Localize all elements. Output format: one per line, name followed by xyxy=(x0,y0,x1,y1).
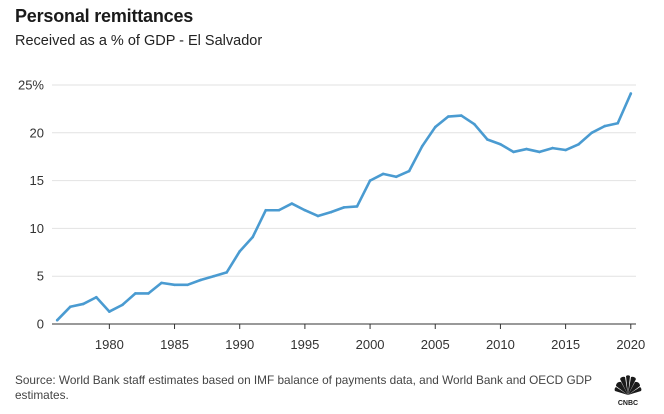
data-point xyxy=(329,210,333,214)
x-tick-label: 1980 xyxy=(95,337,124,352)
data-point xyxy=(407,169,411,173)
x-tick-label: 1995 xyxy=(290,337,319,352)
cnbc-peacock-icon: CNBC xyxy=(614,375,642,407)
chart-subtitle: Received as a % of GDP - El Salvador xyxy=(15,33,263,49)
data-point xyxy=(460,114,463,117)
data-point xyxy=(551,146,554,150)
data-point xyxy=(486,138,489,141)
x-tick-label: 2010 xyxy=(486,337,515,352)
data-point xyxy=(603,124,607,128)
data-point xyxy=(225,271,228,274)
data-point xyxy=(512,150,515,154)
data-point xyxy=(238,250,242,253)
data-point xyxy=(173,283,176,287)
data-point xyxy=(277,208,281,212)
data-point xyxy=(186,283,189,287)
data-point xyxy=(212,274,215,278)
x-tick-label: 2005 xyxy=(421,337,450,352)
data-point xyxy=(564,148,567,152)
y-tick-label: 0 xyxy=(37,317,44,332)
data-point xyxy=(264,208,268,212)
data-point xyxy=(446,115,450,118)
data-point xyxy=(121,303,124,307)
chart-title: Personal remittances xyxy=(15,6,194,26)
data-point xyxy=(394,175,398,179)
data-point xyxy=(499,142,502,146)
source-note: Source: World Bank staff estimates based… xyxy=(15,373,592,402)
data-point xyxy=(538,150,541,154)
x-tick-label: 2015 xyxy=(551,337,580,352)
data-point xyxy=(251,235,255,239)
data-point xyxy=(199,278,202,282)
x-tick-label: 1985 xyxy=(160,337,189,352)
data-point xyxy=(147,292,150,295)
data-point xyxy=(290,202,294,205)
x-tick-label: 1990 xyxy=(225,337,254,352)
data-point xyxy=(68,305,72,309)
data-point xyxy=(616,121,620,125)
data-point xyxy=(95,295,98,299)
data-point xyxy=(590,131,593,135)
y-tick-label: 25% xyxy=(18,78,44,93)
data-point xyxy=(433,125,437,129)
data-point xyxy=(368,179,372,182)
x-tick-label: 2000 xyxy=(356,337,385,352)
x-tick-label: 2020 xyxy=(616,337,645,352)
data-point xyxy=(381,172,385,176)
y-tick-label: 15 xyxy=(30,173,44,188)
data-point xyxy=(525,147,528,151)
data-point xyxy=(473,122,476,126)
data-point xyxy=(577,142,580,146)
data-point xyxy=(629,92,633,95)
data-point xyxy=(108,310,111,313)
data-point xyxy=(342,206,346,209)
data-point xyxy=(55,318,59,322)
data-point xyxy=(134,292,137,295)
cnbc-logo-text: CNBC xyxy=(618,400,638,407)
data-point xyxy=(420,144,424,148)
data-point xyxy=(81,302,85,306)
data-point xyxy=(303,208,307,212)
y-tick-label: 5 xyxy=(37,269,44,284)
y-tick-label: 20 xyxy=(30,125,44,140)
y-tick-label: 10 xyxy=(30,221,44,236)
data-point xyxy=(355,205,359,208)
data-point xyxy=(316,214,320,218)
data-point xyxy=(160,281,163,285)
